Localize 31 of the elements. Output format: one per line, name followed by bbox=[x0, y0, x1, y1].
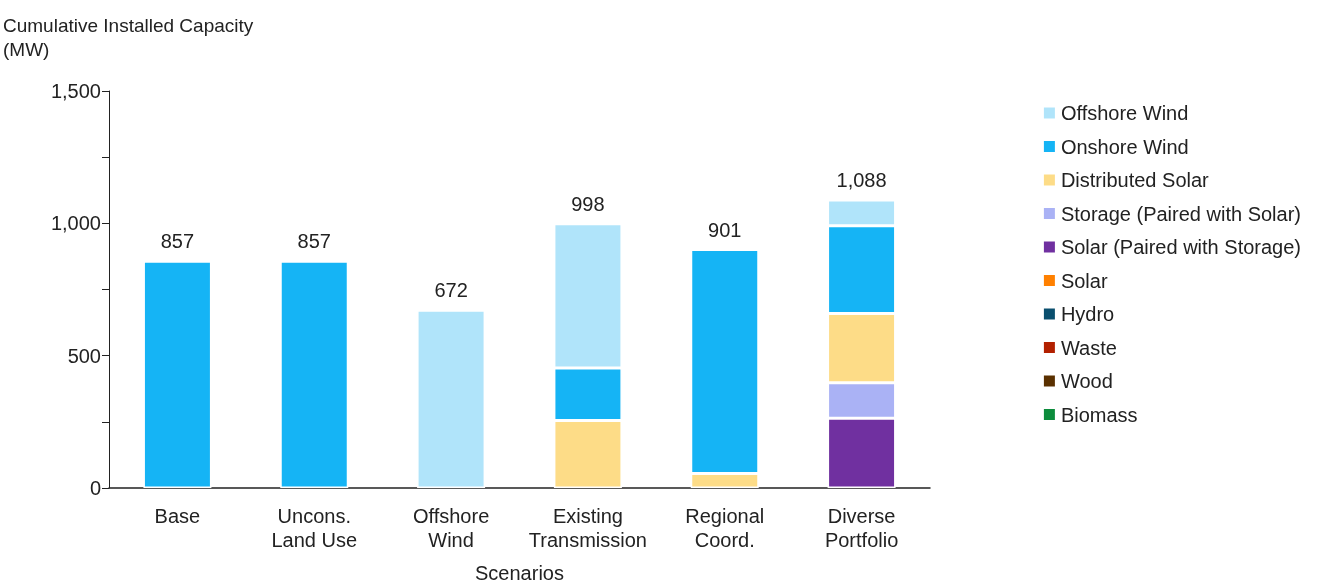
x-tick-label: Offshore Wind bbox=[412, 505, 490, 551]
legend-label: Wood bbox=[1060, 370, 1113, 392]
bar bbox=[417, 310, 486, 488]
x-tick-label: Uncons. Land Use bbox=[271, 505, 358, 551]
legend-label: Biomass bbox=[1060, 403, 1138, 426]
x-axis-title: Scenarios bbox=[475, 562, 564, 584]
y-tick-label: 1,500 bbox=[50, 80, 101, 102]
legend-label: Storage (Paired with Solar) bbox=[1060, 202, 1301, 225]
y-axis-title: Cumulative Installed Capacity (MW) bbox=[3, 14, 254, 60]
total-label: 672 bbox=[434, 279, 468, 302]
legend-label: Offshore Wind bbox=[1060, 102, 1189, 124]
bar bbox=[143, 261, 212, 488]
legend-label: Hydro bbox=[1060, 303, 1115, 325]
legend-label: Distributed Solar bbox=[1060, 169, 1210, 191]
x-tick-label: Existing Transmission bbox=[528, 505, 648, 551]
legend-label: Waste bbox=[1060, 336, 1117, 359]
y-tick-label: 0 bbox=[89, 477, 101, 499]
total-label: 857 bbox=[160, 230, 195, 253]
total-label: 901 bbox=[708, 218, 742, 241]
bar bbox=[280, 261, 349, 488]
legend-label: Solar (Paired with Storage) bbox=[1060, 236, 1301, 258]
x-tick-label: Regional Coord. bbox=[685, 505, 765, 551]
x-tick-label: Base bbox=[154, 505, 201, 527]
total-label: 1,088 bbox=[836, 169, 887, 192]
legend-label: Solar bbox=[1060, 269, 1108, 292]
total-label: 998 bbox=[571, 192, 605, 215]
y-tick-label: 500 bbox=[67, 344, 101, 367]
x-tick-label: Diverse Portfolio bbox=[824, 505, 899, 551]
total-label: 857 bbox=[297, 230, 331, 253]
y-tick-label: 1,000 bbox=[50, 212, 101, 235]
legend-label: Onshore Wind bbox=[1060, 135, 1189, 158]
